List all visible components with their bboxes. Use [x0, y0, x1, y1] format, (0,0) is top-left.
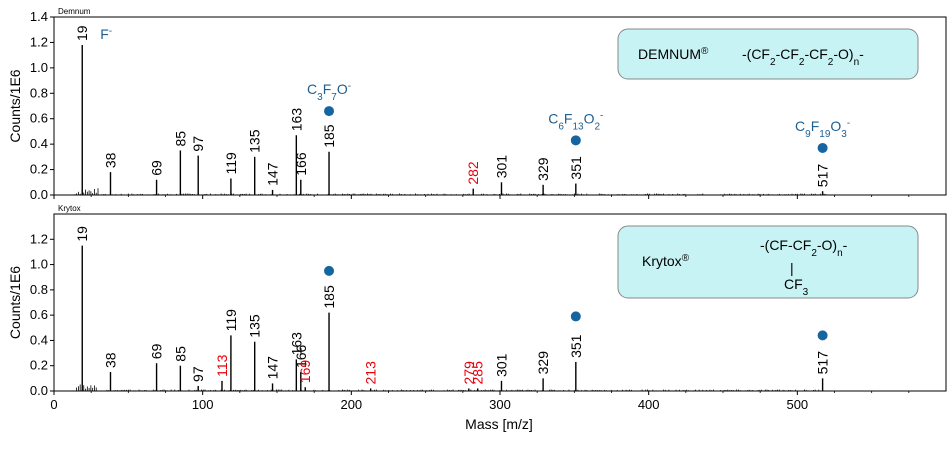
- peak-label-135: 135: [247, 129, 263, 153]
- peak-label-147: 147: [265, 162, 281, 186]
- y-tick-label: 1.2: [30, 231, 48, 246]
- ion-formula-351: C6F13O2-: [548, 110, 603, 132]
- peak-label-517: 517: [815, 164, 831, 188]
- peak-label-113: 113: [214, 354, 230, 377]
- legend-formula: -(CF2-CF2-CF2-O)n-: [742, 46, 864, 68]
- legend-name: DEMNUM®: [638, 46, 709, 63]
- peak-label-38: 38: [102, 152, 118, 168]
- peak-label-185: 185: [321, 124, 337, 148]
- y-tick-label: 1.4: [30, 9, 48, 24]
- y-tick-label: 1.0: [30, 257, 48, 272]
- peak-label-97: 97: [190, 136, 206, 152]
- legend-branch-bar: |: [790, 260, 794, 276]
- panel-title: Demnum: [58, 7, 91, 16]
- peak-label-69: 69: [149, 160, 165, 176]
- y-tick-label: 0.0: [30, 187, 48, 202]
- x-tick-label: 400: [638, 397, 660, 412]
- peak-label-282: 282: [465, 161, 481, 185]
- y-tick-label: 0.8: [30, 282, 48, 297]
- y-tick-label: 0.4: [30, 332, 48, 347]
- ion-formula-517: C9F19O3-: [795, 117, 850, 139]
- peak-label-301: 301: [493, 155, 509, 179]
- peak-label-351: 351: [568, 334, 584, 358]
- baseline-noise: [74, 188, 827, 195]
- y-tick-label: 0.4: [30, 136, 48, 151]
- x-axis-label: Mass [m/z]: [465, 416, 533, 432]
- legend-formula: -(CF-CF2-O)n-: [760, 237, 848, 259]
- legend-box: Krytox® -(CF-CF2-O)n-|CF3: [617, 225, 919, 299]
- y-tick-label: 0.2: [30, 358, 48, 373]
- fragment-marker-351: [570, 311, 581, 322]
- peak-label-119: 119: [223, 152, 239, 175]
- y-tick-label: 0.8: [30, 85, 48, 100]
- peak-label-38: 38: [102, 352, 118, 368]
- peak-label-166: 166: [293, 152, 309, 176]
- peak-label-163: 163: [288, 332, 304, 356]
- peak-label-213: 213: [363, 361, 379, 385]
- peak-label-301: 301: [493, 353, 509, 377]
- y-tick-label: 0.6: [30, 111, 48, 126]
- peak-label-329: 329: [535, 157, 551, 181]
- peak-label-119: 119: [223, 309, 239, 332]
- fragment-marker-185: [324, 106, 335, 117]
- x-tick-label: 300: [489, 397, 511, 412]
- fragment-marker-517: [817, 142, 828, 153]
- peak-label-185: 185: [321, 285, 337, 309]
- peak-label-517: 517: [815, 351, 831, 375]
- fragment-marker-351: [570, 135, 581, 146]
- ion-formula-185: C3F7O-: [307, 81, 351, 103]
- fragment-marker-185: [324, 265, 335, 276]
- y-axis-label: Counts/1E6: [7, 266, 23, 339]
- legend-box: DEMNUM® -(CF2-CF2-CF2-O)n-: [617, 28, 919, 80]
- peak-label-97: 97: [190, 366, 206, 382]
- peak-label-85: 85: [172, 346, 188, 362]
- legend-name: Krytox®: [642, 253, 690, 270]
- peak-label-279: 279: [461, 361, 477, 385]
- y-axis-label: Counts/1E6: [7, 69, 23, 142]
- peak-label-329: 329: [535, 351, 551, 375]
- peak-label-69: 69: [149, 343, 165, 359]
- peak-label-147: 147: [265, 356, 281, 380]
- peak-label-19: 19: [74, 25, 90, 41]
- legend-box-bg: [617, 28, 919, 80]
- peak-label-169: 169: [297, 360, 313, 384]
- panel-krytox: Krytox 0.0 0.2 0.4 0.6 0.8 1.0 1.2 Counts/1E6 0 10…: [7, 204, 947, 432]
- peak-label-135: 135: [247, 314, 263, 338]
- panel-demnum: Demnum 0.0 0.2 0.4 0.6 0.8 1.0 1.2 1.4 Counts/1E6…: [7, 7, 947, 202]
- peak-label-19: 19: [74, 226, 90, 242]
- peak-label-166: 166: [293, 344, 309, 368]
- baseline-noise: [74, 384, 827, 391]
- y-tick-label: 1.0: [30, 60, 48, 75]
- y-tick-label: 0.2: [30, 162, 48, 177]
- peak-label-285: 285: [470, 361, 486, 385]
- legend-branch: CF3: [784, 276, 809, 298]
- y-tick-label: 0.6: [30, 307, 48, 322]
- x-tick-label: 0: [50, 397, 57, 412]
- y-tick-label: 1.2: [30, 34, 48, 49]
- peak-label-163: 163: [288, 108, 304, 132]
- peak-label-351: 351: [568, 156, 584, 180]
- fluoride-label: F-: [100, 26, 112, 43]
- x-tick-label: 200: [340, 397, 362, 412]
- y-tick-label: 0.0: [30, 383, 48, 398]
- panel-title: Krytox: [58, 204, 81, 213]
- x-tick-label: 100: [192, 397, 214, 412]
- fragment-marker-517: [817, 330, 828, 341]
- legend-box-bg: [617, 225, 919, 299]
- peak-label-85: 85: [172, 131, 188, 147]
- x-tick-label: 500: [786, 397, 808, 412]
